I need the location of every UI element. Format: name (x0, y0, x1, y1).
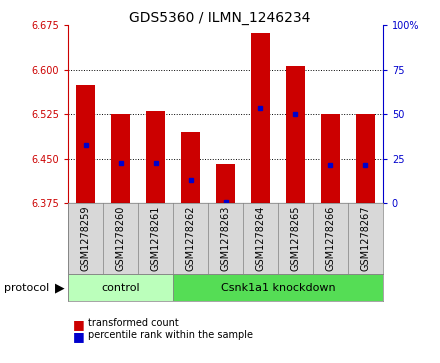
Text: ■: ■ (73, 318, 84, 331)
Bar (68, 274, 173, 301)
Text: GSM1278261: GSM1278261 (150, 205, 161, 271)
Text: GSM1278264: GSM1278264 (256, 205, 265, 271)
Bar (321, 114, 340, 203)
Bar (111, 114, 130, 203)
Text: control: control (101, 283, 140, 293)
Bar (251, 33, 270, 203)
Bar (356, 114, 375, 203)
Text: GSM1278265: GSM1278265 (290, 205, 301, 271)
Text: GSM1278262: GSM1278262 (186, 205, 195, 271)
Text: GSM1278259: GSM1278259 (81, 205, 91, 271)
Text: GSM1278260: GSM1278260 (116, 205, 126, 271)
Bar (146, 111, 165, 203)
Text: protocol: protocol (4, 283, 50, 293)
Bar (216, 164, 235, 203)
Bar (286, 66, 305, 203)
Text: GSM1278263: GSM1278263 (220, 205, 231, 271)
Text: ■: ■ (73, 330, 84, 343)
Bar (173, 274, 383, 301)
Bar (181, 132, 200, 203)
Text: Csnk1a1 knockdown: Csnk1a1 knockdown (220, 283, 335, 293)
Text: GSM1278267: GSM1278267 (360, 205, 370, 271)
Text: ▶: ▶ (55, 281, 64, 294)
Text: transformed count: transformed count (88, 318, 179, 328)
Text: percentile rank within the sample: percentile rank within the sample (88, 330, 253, 340)
Text: GSM1278266: GSM1278266 (325, 205, 335, 271)
Text: GDS5360 / ILMN_1246234: GDS5360 / ILMN_1246234 (129, 11, 311, 25)
Bar (76, 85, 95, 203)
